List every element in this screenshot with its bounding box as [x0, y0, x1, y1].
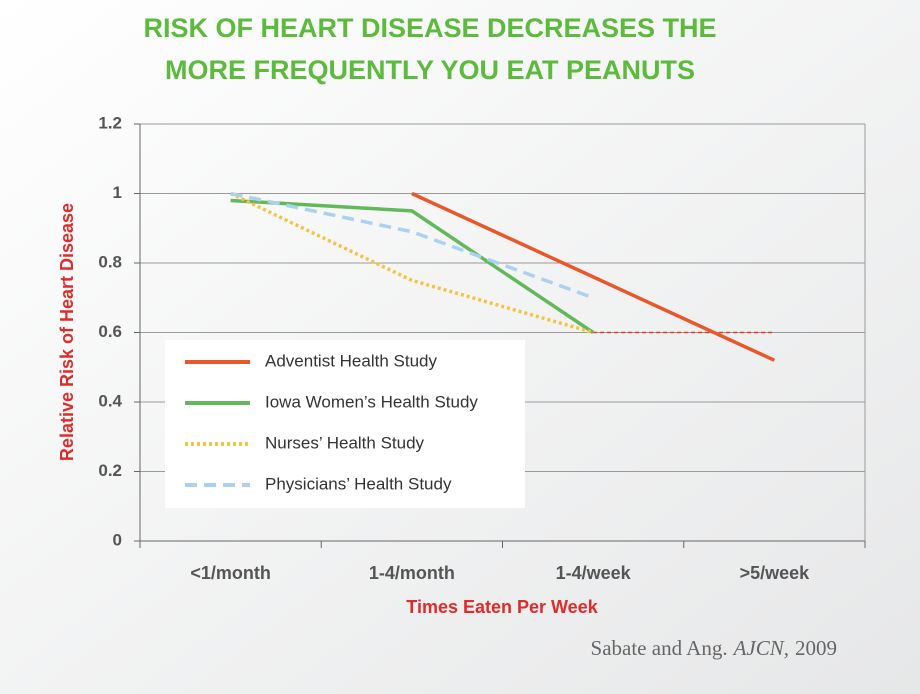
series-line — [411, 191, 776, 362]
x-tick-label: 1-4/week — [556, 563, 632, 583]
y-tick-label: 1.2 — [98, 113, 122, 132]
series-line — [230, 198, 595, 334]
y-tick-label: 1 — [113, 183, 122, 202]
chart-title: MORE FREQUENTLY YOU EAT PEANUTS — [165, 55, 695, 85]
chart-title: RISK OF HEART DISEASE DECREASES THE — [143, 13, 716, 43]
x-axis-label: Times Eaten Per Week — [406, 597, 598, 617]
source: Sabate and Ang. AJCN, 2009 — [591, 636, 837, 660]
legend-label: Physicians’ Health Study — [265, 474, 452, 493]
x-tick-label: <1/month — [190, 563, 271, 583]
legend-label: Adventist Health Study — [265, 351, 437, 370]
y-tick-label: 0 — [113, 530, 122, 549]
series-line — [230, 191, 594, 300]
source-journal: AJCN, — [732, 636, 789, 660]
y-axis-label: Relative Risk of Heart Disease — [57, 203, 77, 461]
plot-area: 0 0.2 0.4 0.6 0.8 1 1.2 <1/month 1-4/month 1-4/we… — [98, 113, 866, 583]
x-tick-label: 1-4/month — [369, 563, 455, 583]
y-tick-label: 0.8 — [98, 252, 122, 271]
x-tick-label: >5/week — [740, 563, 811, 583]
source-authors: Sabate and Ang. — [591, 636, 728, 660]
legend-box — [165, 340, 525, 508]
source-year: 2009 — [795, 636, 837, 660]
legend-label: Iowa Women’s Health Study — [265, 392, 478, 411]
y-tick-label: 0.2 — [98, 461, 122, 480]
y-tick-label: 0.4 — [98, 391, 122, 410]
y-tick-label: 0.6 — [98, 322, 122, 341]
series-line — [229, 191, 594, 335]
legend-label: Nurses’ Health Study — [265, 433, 425, 452]
